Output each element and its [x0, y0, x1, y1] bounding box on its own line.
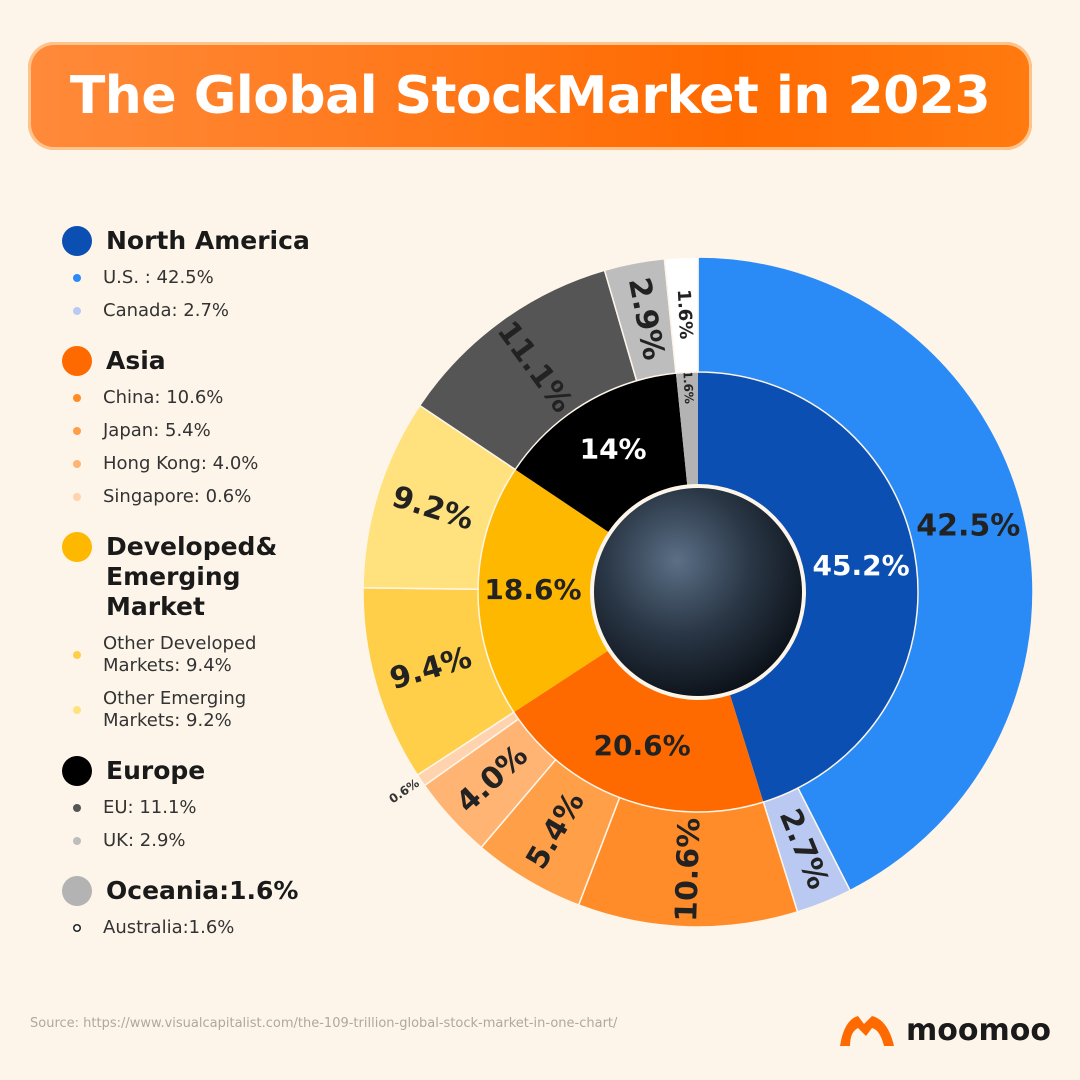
segment	[697, 256, 1034, 892]
legend-marker	[73, 706, 81, 714]
legend-title: Asia	[106, 346, 166, 375]
legend-marker	[62, 532, 92, 562]
legend-item: U.S. : 42.5%	[62, 267, 262, 289]
legend-group: Oceania:1.6% Australia:1.6%	[62, 876, 362, 939]
legend-group: Europe EU: 11.1% UK: 2.9%	[62, 756, 362, 852]
legend: North America U.S. : 42.5% Canada: 2.7% Asi…	[62, 226, 362, 963]
legend-heading: Europe	[62, 756, 342, 786]
legend-group: Asia China: 10.6% Japan: 5.4% Hong Kong: 4.…	[62, 346, 362, 508]
legend-heading: North America	[62, 226, 342, 256]
value-label: 45.2%	[813, 549, 910, 582]
legend-label: Singapore: 0.6%	[103, 486, 252, 507]
legend-marker	[73, 924, 81, 932]
legend-marker	[62, 226, 92, 256]
segment	[675, 372, 698, 485]
legend-item: Hong Kong: 4.0%	[62, 453, 262, 475]
legend-marker	[73, 804, 81, 812]
legend-label: U.S. : 42.5%	[103, 267, 214, 288]
legend-marker	[62, 876, 92, 906]
legend-item: Singapore: 0.6%	[62, 486, 262, 508]
legend-label: China: 10.6%	[103, 387, 224, 408]
legend-heading: Developed& Emerging Market	[62, 532, 342, 622]
legend-marker	[62, 346, 92, 376]
value-label: 10.6%	[669, 817, 707, 922]
segment	[477, 469, 609, 713]
legend-marker	[73, 307, 81, 315]
value-label: 20.6%	[594, 729, 691, 762]
legend-title: North America	[106, 226, 310, 255]
legend-item: China: 10.6%	[62, 387, 262, 409]
legend-title: Developed& Emerging Market	[106, 532, 278, 621]
source: Source: https://www.visualcapitalist.com…	[30, 1016, 618, 1031]
globe	[594, 488, 802, 696]
legend-item: Other Emerging Markets: 9.2%	[62, 688, 262, 732]
legend-marker	[62, 756, 92, 786]
legend-item: Japan: 5.4%	[62, 420, 262, 442]
legend-label: Australia:1.6%	[103, 917, 235, 938]
segment	[698, 372, 918, 803]
legend-label: Japan: 5.4%	[103, 420, 211, 441]
legend-group: North America U.S. : 42.5% Canada: 2.7%	[62, 226, 362, 322]
legend-label: Hong Kong: 4.0%	[103, 453, 259, 474]
legend-marker	[73, 837, 81, 845]
brand-name: moomoo	[906, 1012, 1051, 1048]
legend-label: Canada: 2.7%	[103, 300, 230, 321]
value-label: 42.5%	[916, 509, 1020, 544]
legend-item: UK: 2.9%	[62, 830, 262, 852]
header: The Global StockMarket in 2023	[28, 42, 1032, 150]
value-label: 0.6%	[386, 776, 421, 806]
legend-label: EU: 11.1%	[103, 797, 197, 818]
segment	[663, 256, 699, 374]
legend-marker	[73, 493, 81, 501]
legend-marker	[73, 274, 81, 282]
legend-marker	[73, 651, 81, 659]
legend-item: Other Developed Markets: 9.4%	[62, 633, 262, 677]
value-label: 1.6%	[680, 370, 696, 404]
legend-item: EU: 11.1%	[62, 797, 262, 819]
chart-title: The Global StockMarket in 2023	[69, 66, 991, 126]
legend-heading: Asia	[62, 346, 342, 376]
legend-marker	[73, 394, 81, 402]
legend-label: Other Developed Markets: 9.4%	[103, 633, 257, 676]
legend-marker	[73, 427, 81, 435]
value-label: 1.6%	[673, 289, 696, 340]
segment	[515, 373, 688, 532]
value-label: 14%	[580, 433, 647, 466]
legend-item: Australia:1.6%	[62, 917, 262, 939]
legend-marker	[73, 460, 81, 468]
legend-label: Other Emerging Markets: 9.2%	[103, 688, 247, 731]
segment	[513, 651, 764, 812]
value-label: 18.6%	[484, 573, 581, 606]
legend-heading: Oceania:1.6%	[62, 876, 342, 906]
legend-label: UK: 2.9%	[103, 830, 186, 851]
legend-group: Developed& Emerging Market Other Develope…	[62, 532, 362, 732]
brand: moomoo	[836, 1010, 1051, 1050]
brand-logo	[840, 1016, 894, 1046]
legend-item: Canada: 2.7%	[62, 300, 262, 322]
legend-title: Oceania:1.6%	[106, 876, 299, 905]
legend-title: Europe	[106, 756, 206, 785]
